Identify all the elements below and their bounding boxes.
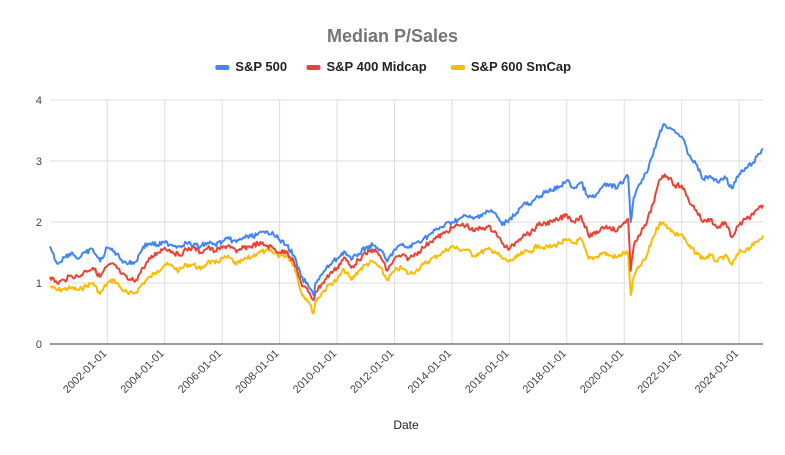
legend-swatch-0 [215, 65, 230, 70]
legend-swatch-1 [306, 65, 321, 70]
chart-title: Median P/Sales [327, 26, 458, 46]
y-tick-label: 3 [36, 156, 42, 168]
x-axis-title: Date [393, 418, 419, 432]
y-tick-label: 1 [36, 278, 42, 290]
y-tick-label: 0 [36, 339, 42, 351]
y-tick-label: 2 [36, 217, 42, 229]
legend-label-0: S&P 500 [235, 59, 287, 74]
y-tick-label: 4 [36, 95, 42, 107]
legend-swatch-2 [450, 65, 465, 70]
series-line-1 [49, 173, 764, 302]
y-axis-ticks: 0 1 2 3 4 [36, 95, 42, 351]
series-line-2 [49, 221, 764, 315]
legend-label-2: S&P 600 SmCap [471, 59, 571, 74]
chart-legend: S&P 500 S&P 400 Midcap S&P 600 SmCap [215, 59, 571, 74]
series-lines [49, 123, 764, 315]
legend-label-1: S&P 400 Midcap [327, 59, 427, 74]
series-line-0 [49, 123, 764, 297]
